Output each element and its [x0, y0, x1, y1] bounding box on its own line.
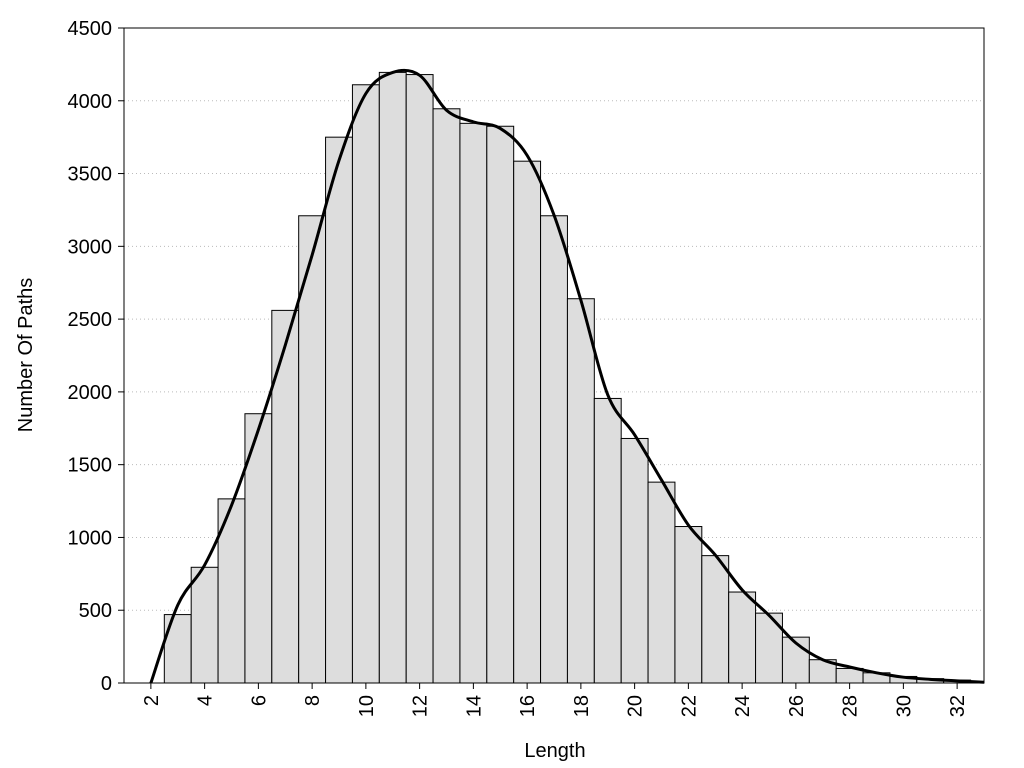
bar — [298, 215, 327, 684]
y-tick-label: 2500 — [68, 309, 113, 331]
x-tick-label: 22 — [678, 695, 700, 717]
x-tick-label: 2 — [141, 695, 163, 706]
bar — [728, 591, 757, 684]
bar — [432, 108, 461, 684]
x-axis-label: Length — [524, 740, 585, 762]
bar — [405, 74, 434, 684]
x-tick-label: 32 — [947, 695, 969, 717]
y-axis-label: Number Of Paths — [15, 278, 37, 433]
plot-frame — [123, 27, 985, 684]
bar — [674, 526, 703, 684]
y-tick-label: 3000 — [68, 236, 113, 258]
y-tick-label: 2000 — [68, 382, 113, 404]
x-tick-label: 30 — [893, 695, 915, 717]
bar — [701, 555, 730, 684]
bar — [566, 298, 595, 684]
bar — [378, 71, 407, 684]
bar — [190, 566, 219, 684]
bar — [540, 215, 568, 684]
x-tick-label: 4 — [195, 695, 217, 706]
y-tick-label: 3500 — [68, 164, 113, 186]
density-line — [149, 68, 985, 684]
bar — [459, 122, 488, 684]
x-tick-label: 26 — [786, 695, 808, 717]
x-tick-label: 18 — [571, 695, 593, 717]
y-tick-label: 4000 — [68, 91, 113, 113]
y-tick-label: 500 — [79, 600, 112, 622]
y-tick-label: 4500 — [68, 18, 113, 40]
x-tick-label: 16 — [517, 695, 539, 717]
x-tick-label: 6 — [248, 695, 270, 706]
x-tick-label: 10 — [356, 695, 378, 717]
bar — [271, 309, 300, 684]
x-tick-label: 8 — [302, 695, 324, 706]
bar — [513, 160, 542, 684]
y-tick-label: 0 — [101, 673, 112, 695]
x-tick-label: 24 — [732, 695, 754, 717]
bar — [325, 136, 353, 684]
bar — [351, 84, 380, 684]
bar — [486, 125, 515, 684]
x-tick-label: 12 — [410, 695, 432, 717]
x-tick-label: 28 — [840, 695, 862, 717]
bar — [620, 437, 649, 684]
x-tick-label: 14 — [463, 695, 485, 717]
bar — [163, 614, 192, 684]
y-tick-label: 1500 — [68, 455, 113, 477]
bar — [647, 481, 676, 684]
y-tick-label: 1000 — [68, 527, 113, 549]
x-tick-label: 20 — [625, 695, 647, 717]
bar — [593, 397, 622, 684]
